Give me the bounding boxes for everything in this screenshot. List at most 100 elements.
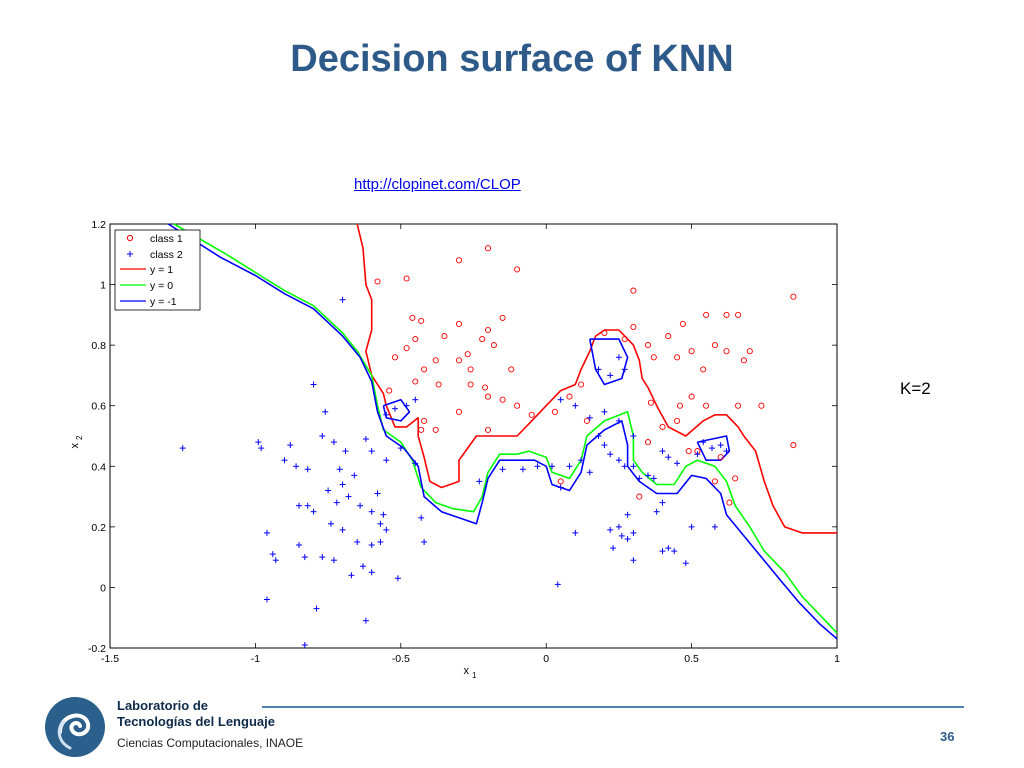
lab-logo bbox=[45, 697, 105, 757]
class2-point bbox=[339, 481, 346, 488]
class2-point bbox=[566, 463, 573, 470]
class1-point bbox=[435, 381, 442, 388]
class2-point bbox=[351, 472, 358, 479]
class1-point bbox=[490, 342, 497, 349]
class2-point bbox=[607, 526, 614, 533]
class2-point bbox=[618, 532, 625, 539]
class2-point bbox=[665, 545, 672, 552]
class2-point bbox=[700, 439, 707, 446]
x-axis-label: x 1 bbox=[463, 665, 477, 680]
class2-point bbox=[383, 457, 390, 464]
class2-point bbox=[645, 472, 651, 479]
class2-point bbox=[377, 539, 384, 545]
class2-point bbox=[586, 469, 593, 476]
class2-point bbox=[403, 402, 410, 409]
class2-point bbox=[630, 463, 637, 470]
lab-affiliation: Ciencias Computacionales, INAOE bbox=[117, 736, 304, 750]
axis-ticks: -1.5 -1 -0.5 0 0.5 1 -0.2 0 0.2 0.4 0.6 0.8 1 1.2 bbox=[88, 219, 840, 665]
class1-point bbox=[557, 478, 564, 485]
class1-point bbox=[479, 336, 486, 343]
class2-point bbox=[377, 520, 384, 527]
contour-pos1-path-0 bbox=[356, 223, 837, 534]
class2-point bbox=[293, 463, 300, 470]
class1-point bbox=[630, 323, 637, 331]
class2-point bbox=[418, 514, 425, 521]
class1-point bbox=[676, 402, 684, 409]
class2-point bbox=[671, 548, 678, 555]
class1-point bbox=[758, 402, 765, 409]
class1-point bbox=[740, 357, 747, 364]
class1-point bbox=[679, 320, 686, 327]
class2-point bbox=[319, 433, 326, 439]
class2-point bbox=[339, 526, 346, 533]
class2-point bbox=[258, 445, 265, 452]
class2-point bbox=[333, 499, 340, 506]
legend-y1-label: y = 1 bbox=[150, 264, 173, 276]
class1-point bbox=[717, 454, 724, 461]
class1-point bbox=[421, 417, 428, 424]
class1-point bbox=[688, 393, 695, 400]
class1-point bbox=[499, 314, 506, 321]
class1-point bbox=[409, 314, 416, 321]
class2-point bbox=[392, 405, 398, 412]
class2-point bbox=[624, 511, 631, 518]
class1-point bbox=[403, 345, 410, 352]
class1-point bbox=[566, 393, 573, 400]
class2-point bbox=[368, 508, 375, 515]
class1-point bbox=[412, 336, 419, 343]
class1-point bbox=[412, 378, 419, 385]
class2-point bbox=[601, 442, 608, 449]
class2-point bbox=[304, 502, 311, 509]
class1-point bbox=[418, 317, 425, 324]
class2-point bbox=[610, 545, 617, 552]
data-points bbox=[179, 245, 797, 648]
class2-point bbox=[607, 372, 614, 379]
class1-point bbox=[482, 384, 489, 391]
y-tick-label: 1 bbox=[100, 280, 106, 292]
class2-point bbox=[383, 526, 390, 533]
class1-point bbox=[644, 342, 652, 349]
class2-point bbox=[534, 463, 541, 470]
x-axis-label-main: x bbox=[463, 665, 469, 677]
class1-point bbox=[732, 475, 739, 482]
y-tick-label: -0.2 bbox=[88, 643, 106, 655]
class2-point bbox=[368, 542, 375, 548]
class2-point bbox=[319, 554, 326, 561]
y-axis-label-sub: 2 bbox=[75, 435, 84, 440]
class2-point bbox=[595, 366, 602, 373]
class1-point bbox=[735, 402, 742, 409]
class1-point bbox=[621, 336, 628, 343]
x-tick-label: -1 bbox=[251, 653, 260, 665]
class1-point bbox=[455, 257, 463, 264]
class1-point bbox=[644, 439, 652, 446]
class1-point bbox=[630, 287, 637, 294]
class2-point bbox=[313, 605, 320, 612]
clopinet-link[interactable]: http://clopinet.com/CLOP bbox=[354, 176, 521, 193]
class1-point bbox=[508, 366, 515, 373]
x-tick-label: 0.5 bbox=[684, 653, 699, 665]
class2-point bbox=[659, 548, 666, 555]
class2-point bbox=[572, 402, 579, 409]
class2-point bbox=[412, 460, 419, 467]
y-axis-label: x 2 bbox=[69, 435, 84, 449]
y-tick-label: 0.4 bbox=[91, 461, 106, 473]
y-axis-label-main: x bbox=[69, 443, 81, 449]
class2-point bbox=[682, 560, 689, 567]
class1-point bbox=[665, 333, 672, 340]
class2-point bbox=[624, 536, 631, 542]
class2-point bbox=[394, 575, 401, 582]
class2-point bbox=[694, 451, 701, 458]
class2-point bbox=[272, 557, 279, 564]
knn-decision-surface-chart: -1.5 -1 -0.5 0 0.5 1 -0.2 0 0.2 0.4 0.6 0.8 1 1.2 x 1… bbox=[69, 219, 840, 680]
class1-point bbox=[484, 426, 492, 433]
class2-point bbox=[322, 408, 329, 415]
class2-point bbox=[179, 445, 186, 452]
class1-point bbox=[403, 275, 410, 282]
class1-point bbox=[578, 381, 585, 388]
class2-point bbox=[659, 448, 666, 455]
x-tick-label: 1 bbox=[834, 653, 840, 665]
x-tick-label: -1.5 bbox=[101, 653, 119, 665]
class2-point bbox=[601, 408, 608, 415]
y-tick-label: 1.2 bbox=[91, 219, 106, 231]
class1-point bbox=[790, 442, 797, 449]
